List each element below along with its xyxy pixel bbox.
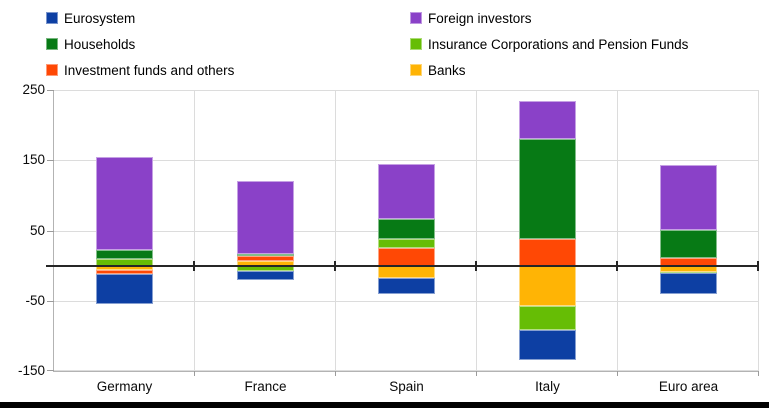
bar-segment-spain-households [378,219,435,239]
legend-swatch-icon [46,64,58,76]
bar-segment-spain-insurance-corporations-and-pension-funds [378,238,435,249]
y-axis-tick [47,230,54,232]
y-axis-tick [47,160,54,162]
bar-segment-italy-investment-funds-and-others [519,238,576,266]
bar-segment-italy-insurance-corporations-and-pension-funds [519,305,576,331]
legend-label: Banks [428,62,466,78]
legend-swatch-icon [410,64,422,76]
bar-segment-france-eurosystem [237,271,294,281]
x-gridline [476,90,477,371]
y-axis-label: -50 [25,292,45,308]
y-gridline [54,370,759,371]
y-axis-tick [47,370,54,371]
x-axis-category-label: Italy [535,379,560,394]
zero-line-tick [475,260,477,271]
bar-segment-euro-area-households [660,229,717,258]
legend-label: Eurosystem [64,10,136,26]
legend-label: Households [64,36,136,52]
legend-item-insurance-corporations-and-pension-funds: Insurance Corporations and Pension Funds [410,37,688,52]
y-gridline [54,300,759,302]
zero-line-tick [757,260,759,271]
legend-swatch-icon [410,38,422,50]
legend-item-banks: Banks [410,63,688,78]
x-axis-tick [194,371,195,376]
x-axis-category-label: Euro area [658,379,719,394]
legend-label: Investment funds and others [64,62,235,78]
bar-segment-germany-eurosystem [96,274,153,304]
y-axis-tick [47,90,54,91]
bar-segment-spain-banks [378,265,435,278]
bar-segment-spain-investment-funds-and-others [378,248,435,266]
y-axis-label: 50 [29,222,45,238]
x-axis-tick [617,371,618,376]
bar-segment-italy-foreign-investors [519,100,576,140]
chart-legend: Eurosystem Foreign investors Households Ins… [46,5,688,83]
y-axis-tick [47,300,54,302]
plot-area: 250 150 50 -50 -150 Germany France Spain Italy Eu… [18,82,759,394]
y-gridline [54,160,759,162]
x-gridline [194,90,195,371]
x-axis-tick [335,371,336,376]
legend-item-foreign-investors: Foreign investors [410,11,688,26]
legend-item-households: Households [46,37,410,52]
y-gridline [54,90,759,91]
bar-segment-france-investment-funds-and-others [237,256,294,261]
bar-segment-spain-eurosystem [378,277,435,294]
legend-item-investment-funds-and-others: Investment funds and others [46,63,410,78]
x-gridline [758,90,759,371]
bar-segment-germany-investment-funds-and-others [96,269,153,275]
y-axis-label: -150 [17,363,45,378]
legend-label: Foreign investors [428,10,532,26]
zero-axis-line [46,264,759,267]
bar-segment-euro-area-eurosystem [660,273,717,294]
bar-segment-italy-households [519,139,576,239]
x-axis-category-label: Germany [96,379,153,394]
legend-swatch-icon [410,12,422,24]
zero-line-tick [193,260,195,271]
x-gridline [335,90,336,371]
bottom-black-bar [0,402,769,408]
bar-segment-euro-area-foreign-investors [660,165,717,230]
x-axis-tick [758,371,759,376]
bar-segment-italy-banks [519,265,576,306]
legend-item-eurosystem: Eurosystem [46,11,410,26]
legend-swatch-icon [46,38,58,50]
zero-line-tick [616,260,618,271]
bar-segment-spain-foreign-investors [378,163,435,220]
y-axis-label: 150 [22,152,45,168]
bar-segment-italy-eurosystem [519,330,576,361]
x-gridline [617,90,618,371]
x-axis-tick [476,371,477,376]
zero-line-tick [334,260,336,271]
bar-segment-germany-households [96,250,153,259]
bar-segment-germany-foreign-investors [96,156,153,251]
legend-label: Insurance Corporations and Pension Funds [428,36,689,52]
x-axis-category-label: Spain [389,379,424,394]
x-axis-category-label: France [244,379,287,394]
bar-segment-france-households [237,254,294,257]
legend-swatch-icon [46,12,58,24]
bar-segment-france-foreign-investors [237,181,294,255]
y-axis-label: 250 [22,82,45,97]
